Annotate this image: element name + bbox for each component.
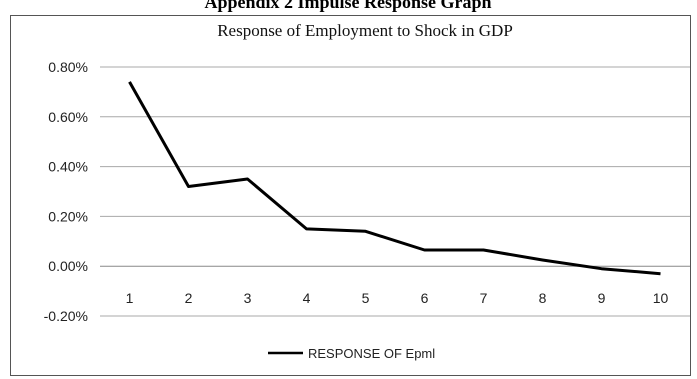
x-axis-ticks: 1 2 3 4 5 6 7 8 9 10 [126,290,669,306]
x-tick-label: 3 [244,290,252,306]
legend: RESPONSE OF Epml [268,346,435,361]
y-axis-ticks: 0.80% 0.60% 0.40% 0.20% 0.00% -0.20% [44,59,88,324]
y-tick-label: 0.20% [48,208,88,224]
x-tick-label: 2 [185,290,193,306]
chart-title: Response of Employment to Shock in GDP [217,21,513,40]
chart-frame [10,15,691,376]
x-tick-label: 10 [653,290,669,306]
x-tick-label: 4 [303,290,311,306]
x-tick-label: 8 [539,290,547,306]
series-line [128,81,661,276]
y-tick-label: 0.00% [48,258,88,274]
y-tick-label: 0.80% [48,59,88,75]
x-tick-label: 7 [480,290,488,306]
x-tick-label: 9 [598,290,606,306]
x-tick-label: 1 [126,290,134,306]
legend-label: RESPONSE OF Epml [308,346,435,361]
x-tick-label: 6 [421,290,429,306]
page-caption: Appendix 2 Impulse Response Graph [204,0,491,12]
y-tick-label: -0.20% [44,308,88,324]
series-lines [128,81,661,276]
y-tick-label: 0.60% [48,109,88,125]
y-tick-label: 0.40% [48,159,88,175]
gridlines [100,66,690,317]
x-tick-label: 5 [362,290,370,306]
